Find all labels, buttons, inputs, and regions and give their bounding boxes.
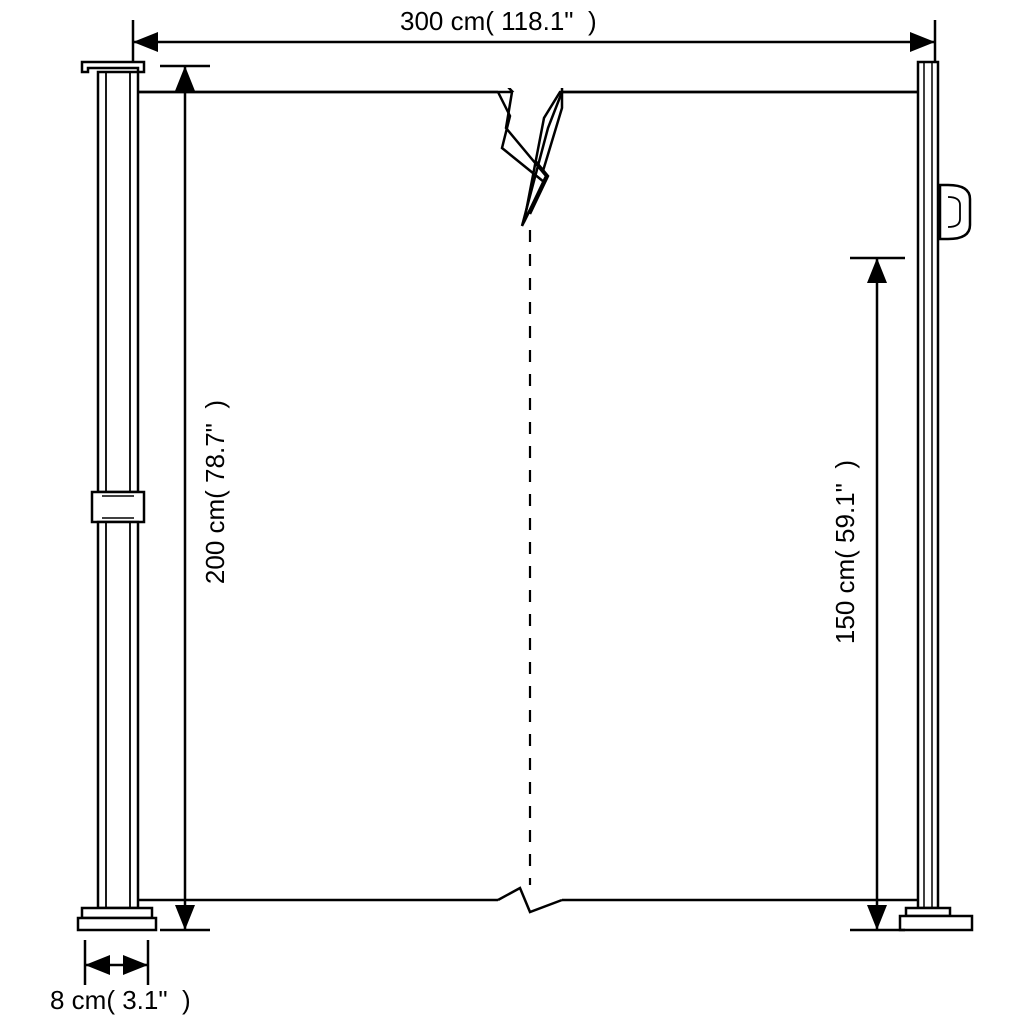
handle [940, 185, 970, 239]
label-width: 300 cm( 118.1" ) [400, 6, 597, 37]
label-height-200: 200 cm( 78.7" ) [200, 400, 231, 584]
break-zig-bottom [498, 888, 562, 912]
drawing-svg [0, 0, 1024, 1024]
label-height-150: 150 cm( 59.1" ) [830, 460, 861, 644]
label-base-8: 8 cm( 3.1" ) [50, 985, 191, 1016]
dim-base-8 [85, 940, 148, 985]
diagram-canvas: 300 cm( 118.1" ) 200 cm( 78.7" ) 150 cm(… [0, 0, 1024, 1024]
left-post [78, 62, 156, 930]
